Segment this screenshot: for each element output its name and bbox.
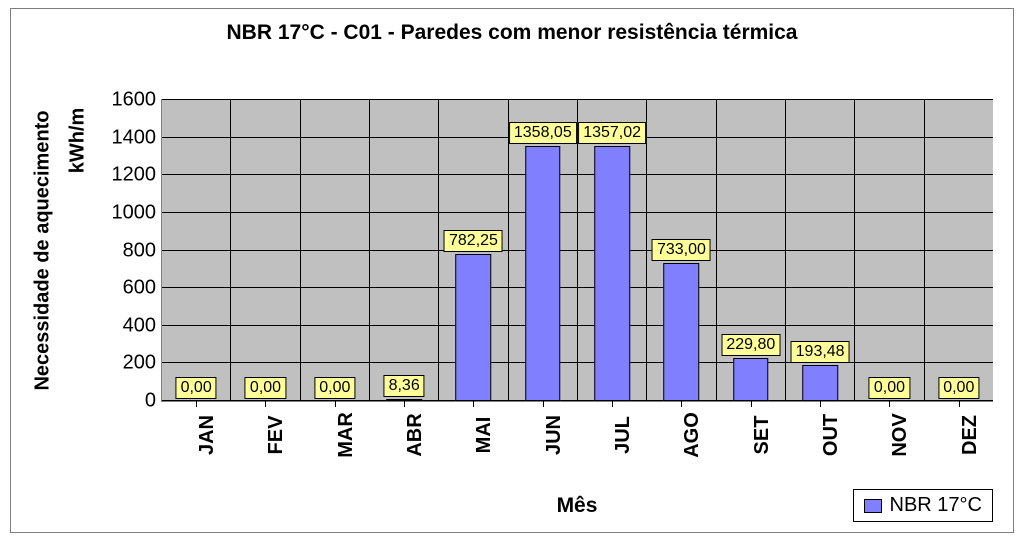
y-tick-label: 200 xyxy=(123,352,156,375)
x-tick xyxy=(681,401,682,407)
chart-title: NBR 17°C - C01 - Paredes com menor resis… xyxy=(11,21,1013,45)
x-tick xyxy=(820,401,821,407)
bar xyxy=(802,365,838,401)
bar-slot: 0,00JAN xyxy=(162,100,231,401)
y-tick-label: 1200 xyxy=(112,164,157,187)
x-tick xyxy=(959,401,960,407)
data-label: 0,00 xyxy=(245,377,286,399)
y-axis-unit: kWh/m xyxy=(67,108,90,174)
bar-slot: 782,25MAI xyxy=(439,100,508,401)
y-tick-label: 1000 xyxy=(112,201,157,224)
legend: NBR 17°C xyxy=(853,489,993,522)
data-label: 782,25 xyxy=(444,230,503,252)
bar xyxy=(594,146,630,401)
y-tick-label: 800 xyxy=(123,239,156,262)
x-tick-label: JUN xyxy=(543,415,566,455)
x-tick xyxy=(265,401,266,407)
chart-container: NBR 17°C - C01 - Paredes com menor resis… xyxy=(10,8,1014,533)
x-tick xyxy=(889,401,890,407)
bar-slot: 0,00FEV xyxy=(231,100,300,401)
legend-swatch xyxy=(864,499,882,513)
y-axis-label-wrap: Necessidade de aquecimento xyxy=(19,99,67,402)
legend-label: NBR 17°C xyxy=(890,494,982,517)
x-tick-label: FEV xyxy=(265,416,288,455)
y-tick-label: 1600 xyxy=(112,89,157,112)
data-label: 1357,02 xyxy=(578,122,646,144)
x-tick xyxy=(543,401,544,407)
bar-slot: 0,00MAR xyxy=(301,100,370,401)
x-tick-label: JAN xyxy=(196,415,219,455)
y-tick-label: 600 xyxy=(123,277,156,300)
data-label: 1358,05 xyxy=(509,122,577,144)
x-tick xyxy=(404,401,405,407)
x-tick xyxy=(612,401,613,407)
bar-slot: 1357,02JUL xyxy=(578,100,647,401)
x-tick-label: NOV xyxy=(889,413,912,456)
data-label: 0,00 xyxy=(176,377,217,399)
bar-slot: 0,00NOV xyxy=(855,100,924,401)
data-label: 193,48 xyxy=(791,341,850,363)
bars-row: 0,00JAN0,00FEV0,00MAR8,36ABR782,25MAI135… xyxy=(162,100,993,401)
bar xyxy=(456,254,492,401)
data-label: 733,00 xyxy=(652,239,711,261)
x-tick xyxy=(335,401,336,407)
x-tick-label: DEZ xyxy=(959,415,982,455)
x-tick-label: AGO xyxy=(681,412,704,458)
x-tick xyxy=(473,401,474,407)
data-label: 229,80 xyxy=(721,334,780,356)
x-tick-label: MAI xyxy=(473,417,496,454)
bar-slot: 8,36ABR xyxy=(370,100,439,401)
x-tick-label: JUL xyxy=(612,416,635,454)
bar-slot: 0,00DEZ xyxy=(925,100,993,401)
data-label: 0,00 xyxy=(869,377,910,399)
x-tick xyxy=(196,401,197,407)
data-label: 0,00 xyxy=(938,377,979,399)
bar xyxy=(525,146,561,401)
bar-slot: 193,48OUT xyxy=(786,100,855,401)
plot-area: 020040060080010001200140016000,00JAN0,00… xyxy=(161,99,993,402)
x-tick xyxy=(751,401,752,407)
data-label: 8,36 xyxy=(384,375,425,397)
x-tick-label: OUT xyxy=(820,414,843,456)
y-axis-label: Necessidade de aquecimento xyxy=(32,110,55,390)
x-tick-label: MAR xyxy=(335,412,358,458)
y-axis-unit-wrap: kWh/m xyxy=(67,99,89,402)
x-tick-label: SET xyxy=(751,416,774,455)
bar xyxy=(733,358,769,401)
bar xyxy=(664,263,700,401)
bar-slot: 229,80SET xyxy=(717,100,786,401)
y-tick-label: 400 xyxy=(123,314,156,337)
bar-slot: 1358,05JUN xyxy=(509,100,578,401)
x-tick-label: ABR xyxy=(404,413,427,456)
y-tick-label: 0 xyxy=(145,390,156,413)
bar-slot: 733,00AGO xyxy=(647,100,716,401)
y-tick-label: 1400 xyxy=(112,126,157,149)
data-label: 0,00 xyxy=(314,377,355,399)
